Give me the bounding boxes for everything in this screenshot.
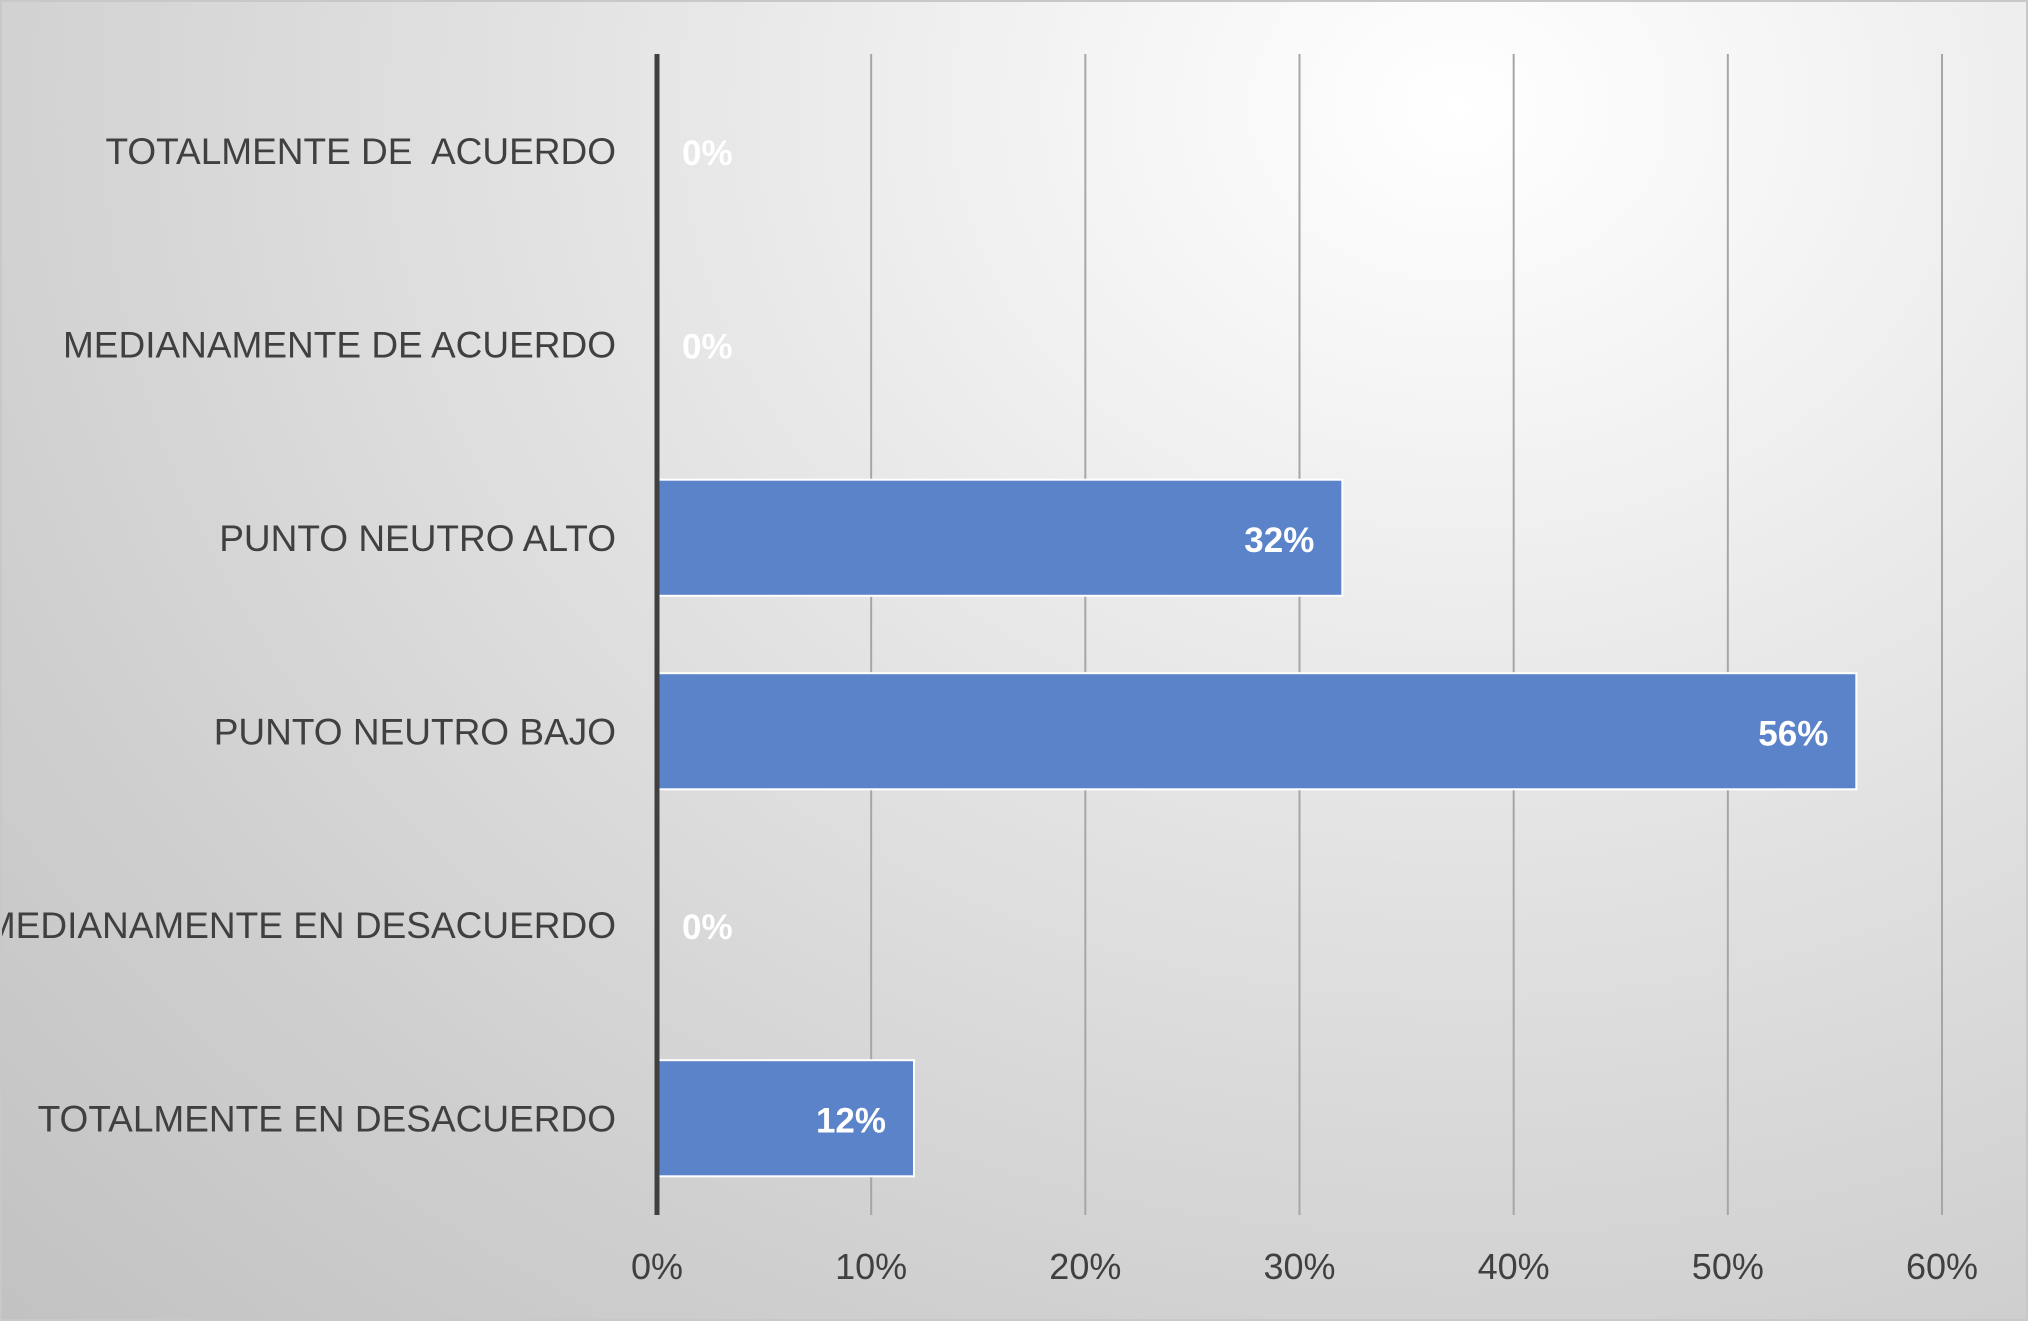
category-label: TOTALMENTE EN DESACUERDO <box>38 1098 616 1139</box>
x-tick-label: 30% <box>1263 1246 1335 1287</box>
category-label: MEDIANAMENTE EN DESACUERDO <box>2 905 616 946</box>
x-tick-label: 20% <box>1049 1246 1121 1287</box>
x-tick-label: 0% <box>631 1246 683 1287</box>
x-tick-label: 40% <box>1478 1246 1550 1287</box>
category-label: TOTALMENTE DE ACUERDO <box>105 131 616 172</box>
data-label: 12% <box>816 1101 886 1140</box>
category-label: MEDIANAMENTE DE ACUERDO <box>63 324 616 365</box>
bars <box>656 478 1858 1178</box>
x-tick-label: 60% <box>1906 1246 1978 1287</box>
data-label: 32% <box>1244 521 1314 560</box>
data-label: 0% <box>682 134 733 173</box>
data-label: 56% <box>1758 714 1828 753</box>
category-label: PUNTO NEUTRO BAJO <box>214 711 616 752</box>
labels: 0% 10% 20% 30% 40% 50% 60% TOTALMENTE DE ACUERD… <box>2 131 1978 1287</box>
data-label: 0% <box>682 908 733 947</box>
category-label: PUNTO NEUTRO ALTO <box>219 518 616 559</box>
x-tick-label: 50% <box>1692 1246 1764 1287</box>
bar <box>656 478 1344 597</box>
gridlines <box>870 54 1943 1215</box>
x-tick-label: 10% <box>835 1246 907 1287</box>
bar <box>656 672 1858 791</box>
data-label: 0% <box>682 327 733 366</box>
bar <box>656 1059 915 1178</box>
